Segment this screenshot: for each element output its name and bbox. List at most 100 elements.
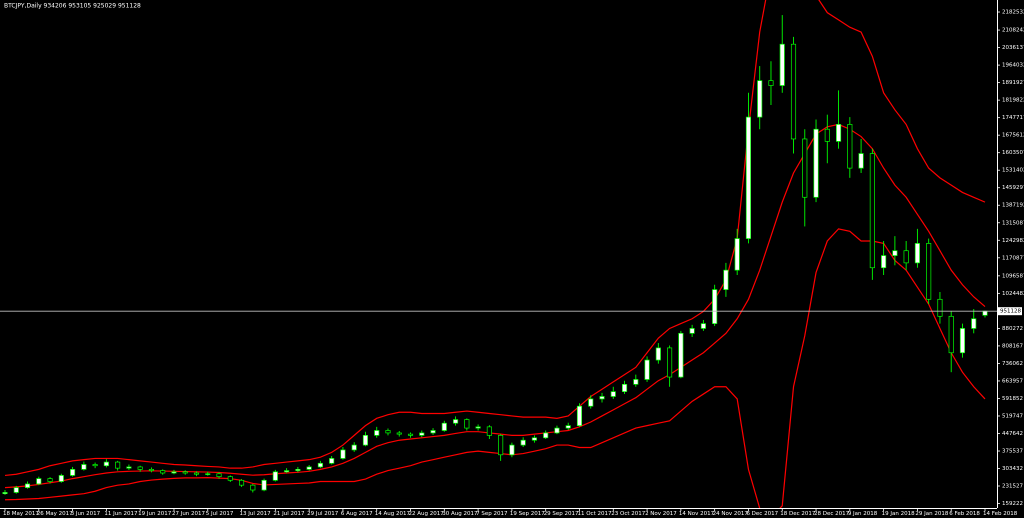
y-tick-label: 303432 bbox=[1002, 466, 1023, 472]
y-tick-label: 1315087 bbox=[1002, 220, 1024, 226]
candle-body bbox=[790, 43, 797, 140]
y-tick-label: 1747717 bbox=[1002, 115, 1024, 121]
candle-body bbox=[588, 398, 594, 407]
candle-body bbox=[171, 471, 177, 474]
candle-body bbox=[768, 80, 774, 86]
candle-body bbox=[520, 439, 526, 446]
candle-body bbox=[948, 315, 954, 354]
candle-body bbox=[700, 323, 706, 329]
x-tick-label: 14 Aug 2017 bbox=[375, 511, 411, 517]
price-label: 951128 bbox=[1000, 309, 1021, 315]
candle-body bbox=[36, 478, 42, 485]
y-tick-label: 1096587 bbox=[1002, 273, 1024, 279]
candle-body bbox=[430, 430, 436, 434]
candle-body bbox=[385, 430, 391, 434]
candle-body bbox=[610, 391, 616, 397]
x-tick-label: 21 Jul 2017 bbox=[273, 511, 305, 517]
candle-body bbox=[498, 435, 504, 456]
candle-body bbox=[914, 243, 920, 264]
x-tick-label: 3 Jun 2017 bbox=[71, 511, 101, 517]
x-tick-label: 7 Sep 2017 bbox=[476, 511, 508, 517]
candle-body bbox=[475, 426, 481, 429]
x-tick-label: 14 Feb 2018 bbox=[983, 511, 1018, 517]
candle-body bbox=[182, 471, 188, 474]
candle-body bbox=[531, 437, 537, 441]
price-label-box bbox=[998, 307, 1022, 316]
candle-body bbox=[340, 449, 346, 459]
y-tick-label: 447642 bbox=[1002, 431, 1023, 437]
candle-body bbox=[239, 479, 245, 486]
candle-body bbox=[407, 433, 414, 436]
candle-body bbox=[193, 472, 200, 475]
band-upper bbox=[4, 0, 986, 477]
candle-body bbox=[441, 422, 447, 431]
band-middle bbox=[4, 123, 986, 489]
candle-body bbox=[509, 444, 515, 456]
x-tick-label: 11 Oct 2017 bbox=[577, 511, 612, 517]
candle-body bbox=[937, 298, 943, 317]
y-tick-label: 231527 bbox=[1002, 484, 1023, 490]
candle-body bbox=[306, 466, 312, 470]
candle-body bbox=[70, 469, 76, 476]
y-tick-label: 1964032 bbox=[1002, 63, 1024, 69]
candle-body bbox=[160, 470, 166, 474]
candle-body bbox=[824, 128, 830, 142]
candle-body bbox=[576, 405, 583, 426]
y-tick-label: 375537 bbox=[1002, 449, 1023, 455]
x-tick-label: 30 Aug 2017 bbox=[442, 511, 478, 517]
candle-body bbox=[453, 419, 459, 424]
candle-body bbox=[362, 435, 369, 446]
candle-body bbox=[599, 396, 605, 400]
candle-body bbox=[295, 469, 301, 471]
candle-body bbox=[284, 470, 290, 473]
y-tick-label: 880272 bbox=[1002, 326, 1023, 332]
candle-body bbox=[644, 359, 650, 380]
candle-body bbox=[227, 476, 233, 481]
candle-body bbox=[47, 478, 53, 482]
x-tick-label: 29 Jan 2018 bbox=[915, 511, 948, 517]
x-tick-label: 14 Nov 2017 bbox=[679, 511, 715, 517]
y-tick-label: 808167 bbox=[1002, 343, 1023, 349]
candle-body bbox=[779, 43, 785, 86]
x-tick-label: 29 Jul 2017 bbox=[307, 511, 339, 517]
candle-body bbox=[869, 153, 875, 269]
candle-body bbox=[903, 250, 909, 264]
candle-body bbox=[723, 269, 729, 290]
band-lower bbox=[4, 228, 986, 508]
candle-body bbox=[757, 80, 763, 118]
y-tick-label: 2036137 bbox=[1002, 45, 1024, 51]
x-tick-label: 19 Jun 2017 bbox=[138, 511, 172, 517]
candle-body bbox=[351, 444, 357, 451]
y-tick-label: 1170877 bbox=[1002, 255, 1024, 261]
y-tick-label: 519747 bbox=[1002, 413, 1023, 419]
y-tick-label: 1024482 bbox=[1002, 291, 1024, 297]
y-tick-label: 736062 bbox=[1002, 361, 1023, 367]
y-tick-label: 1675612 bbox=[1002, 133, 1024, 139]
candle-body bbox=[892, 250, 898, 256]
y-tick-label: 1531402 bbox=[1002, 168, 1024, 174]
candle-body bbox=[621, 383, 628, 392]
x-tick-label: 27 Jun 2017 bbox=[172, 511, 206, 517]
x-tick-label: 19 Jan 2018 bbox=[882, 511, 915, 517]
y-tick-label: 591852 bbox=[1002, 396, 1023, 402]
candle-body bbox=[137, 466, 143, 470]
x-tick-label: 9 Jan 2018 bbox=[848, 511, 878, 517]
plot-area bbox=[2, 0, 988, 508]
chart-title: BTCJPY,Daily 934206 953105 925029 951128 bbox=[4, 3, 141, 10]
candle-body bbox=[103, 461, 109, 467]
candle-body bbox=[486, 426, 492, 436]
candle-body bbox=[205, 473, 211, 475]
candle-body bbox=[926, 243, 932, 300]
candle-body bbox=[2, 492, 8, 495]
candle-body bbox=[982, 310, 988, 316]
candle-body bbox=[272, 471, 278, 481]
x-tick-label: 6 Aug 2017 bbox=[341, 511, 373, 517]
candle-body bbox=[317, 462, 323, 468]
y-tick-label: 159222 bbox=[1002, 501, 1023, 507]
x-tick-label: 23 Oct 2017 bbox=[611, 511, 646, 517]
y-tick-label: 1603507 bbox=[1002, 150, 1024, 156]
candle-body bbox=[881, 255, 887, 269]
